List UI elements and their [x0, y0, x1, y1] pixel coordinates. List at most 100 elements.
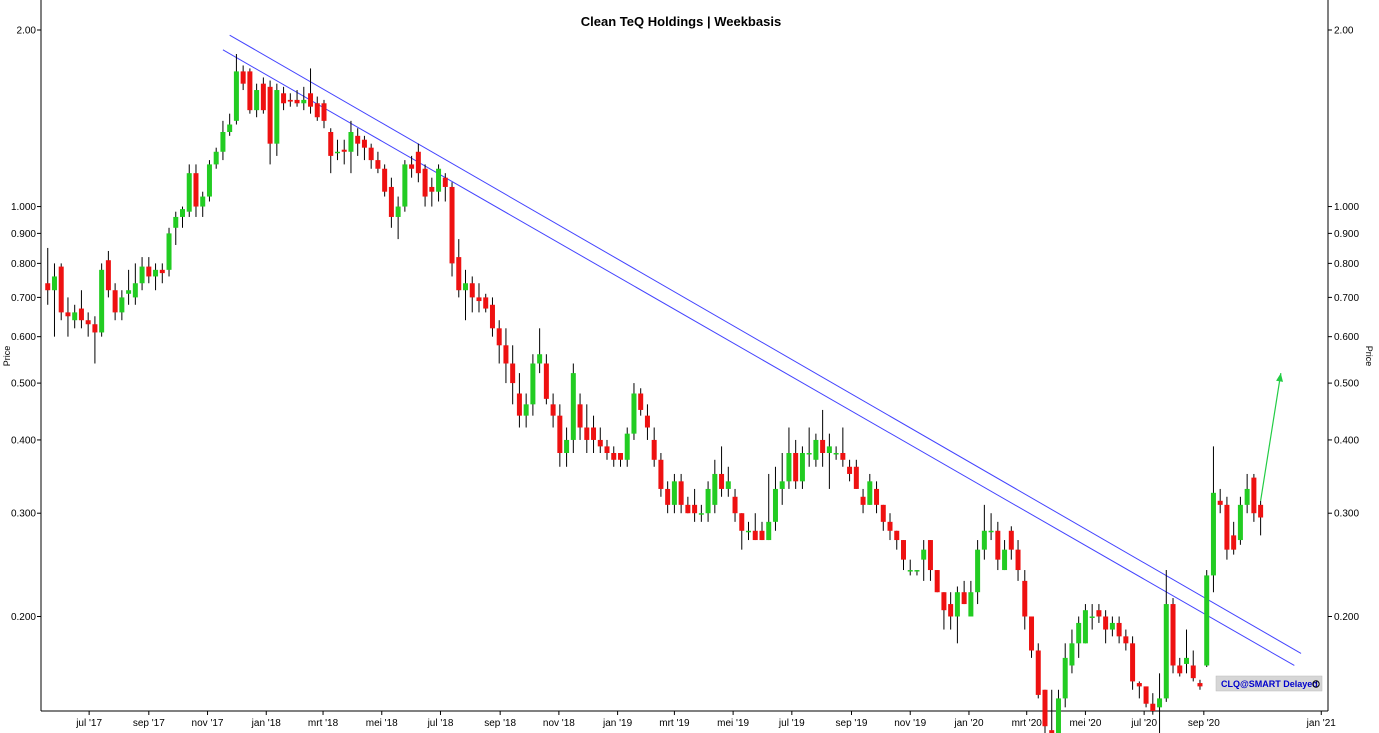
candle-body-down	[604, 446, 610, 454]
candle	[1157, 673, 1163, 733]
candle-body-down	[483, 297, 489, 309]
candle-body-down	[927, 540, 933, 571]
candle	[1096, 604, 1102, 623]
candle-body-up	[173, 216, 179, 228]
candle-body-down	[739, 513, 745, 531]
candle-body-down	[240, 71, 246, 84]
x-tick-label: jan '21	[1306, 718, 1337, 729]
candle-body-down	[92, 324, 98, 333]
candle	[1217, 488, 1223, 514]
candle-body-down	[355, 135, 361, 144]
candle-body-up	[254, 90, 260, 111]
candle	[321, 99, 327, 129]
candle-body-down	[516, 393, 522, 416]
candle-body-down	[496, 328, 502, 346]
candle-body-down	[1136, 683, 1142, 687]
candle-body-down	[260, 83, 266, 111]
candle	[523, 393, 529, 428]
candle	[180, 206, 186, 228]
candle	[907, 559, 913, 576]
candle	[1197, 679, 1203, 690]
candle	[1258, 500, 1264, 536]
candle	[328, 128, 334, 174]
candle-body-up	[1163, 604, 1169, 699]
candle-body-down	[415, 151, 421, 174]
candle-body-down	[644, 415, 650, 428]
candle-body-down	[314, 103, 320, 118]
candle-body-up	[570, 373, 576, 440]
candle	[651, 427, 657, 467]
candle-body-up	[786, 453, 792, 482]
candle-body-down	[820, 439, 826, 454]
candle-body-up	[139, 266, 145, 284]
candle-body-down	[678, 481, 684, 505]
candle	[759, 521, 765, 541]
candle-body-down	[658, 459, 664, 489]
x-tick-label: mrt '20	[1012, 718, 1043, 729]
candle	[388, 177, 394, 228]
candle	[1002, 540, 1008, 571]
candle	[1015, 540, 1021, 581]
y-tick-label-left: 0.600	[11, 332, 36, 343]
candle-body-down	[456, 257, 462, 291]
candle-body-down	[287, 99, 293, 102]
candle	[1035, 643, 1041, 699]
candle	[456, 239, 462, 298]
candle-body-down	[65, 312, 71, 317]
candle-body-down	[1103, 616, 1109, 630]
candle	[611, 446, 617, 467]
y-tick-label-left: 0.800	[11, 259, 36, 270]
candle-body-down	[1170, 604, 1176, 666]
trendlines	[222, 34, 1302, 666]
candle-body-down	[449, 186, 455, 264]
candle-body-up	[813, 439, 819, 460]
x-axis-ticks: jul '17 sep '17 nov '17 jan '18 mrt '18 mei '…	[75, 711, 1336, 729]
x-tick-label: nov '18	[543, 718, 575, 729]
candle	[1224, 496, 1230, 560]
candle	[1163, 570, 1169, 702]
candle	[1183, 629, 1189, 674]
candle-body-down	[1177, 665, 1183, 674]
candle	[692, 488, 698, 522]
candle-body-up	[968, 592, 974, 617]
candle	[1190, 650, 1196, 682]
candle	[900, 540, 906, 571]
candle-body-up	[1062, 657, 1068, 699]
candle	[153, 263, 159, 291]
candle	[678, 473, 684, 514]
candle	[274, 83, 280, 156]
y-tick-label-left: 0.300	[11, 509, 36, 520]
y-tick-label-right: 0.600	[1334, 332, 1359, 343]
candle-body-down	[1217, 500, 1223, 505]
candle-body-up	[1076, 622, 1082, 644]
candle	[287, 93, 293, 107]
candle	[914, 570, 920, 576]
candle	[112, 283, 118, 321]
candle	[1170, 598, 1176, 674]
candle	[436, 164, 442, 202]
candle	[186, 164, 192, 217]
candle	[1204, 570, 1210, 668]
candle	[422, 164, 428, 207]
x-tick-label: jul '18	[427, 718, 454, 729]
candle	[496, 320, 502, 364]
candle-body-up	[705, 488, 711, 514]
candle	[415, 143, 421, 183]
candle	[65, 297, 71, 337]
candle-body-down	[874, 488, 880, 505]
candle-body-up	[463, 283, 469, 291]
candle-body-down	[159, 269, 165, 274]
candle	[126, 269, 132, 305]
source-badge-text: CLQ@SMART Delayed	[1221, 679, 1318, 689]
candle-body-up	[746, 530, 752, 533]
candle-body-down	[503, 345, 509, 364]
candle	[1109, 616, 1115, 637]
candle	[813, 433, 819, 467]
candle-body-down	[146, 266, 152, 277]
candle-body-up	[981, 530, 987, 550]
y-tick-label-right: 0.700	[1334, 293, 1359, 304]
x-tick-label: mei '18	[366, 718, 398, 729]
candle-body-up	[119, 297, 125, 313]
candle-body-down	[894, 530, 900, 541]
